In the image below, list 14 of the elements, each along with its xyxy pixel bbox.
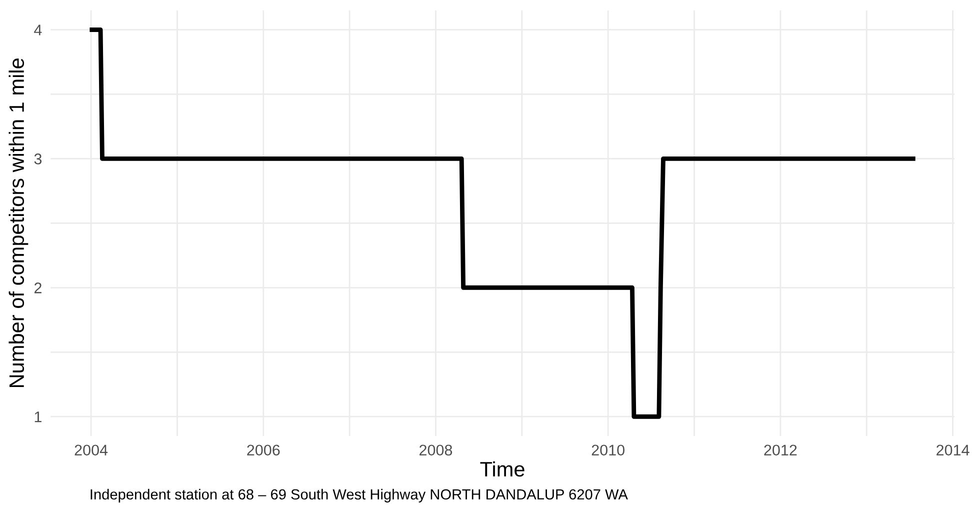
- x-tick-label: 2004: [74, 444, 108, 456]
- y-axis-title: Number of competitors within 1 mile: [8, 58, 28, 388]
- y-tick-label: 2: [34, 282, 42, 294]
- text: Independent station at 68 – 69 South West Highway NORTH DANDALUP 6207 WA: [90, 488, 628, 502]
- x-tick-label: 2006: [247, 444, 280, 456]
- x-tick-label: 2014: [936, 444, 970, 456]
- x-axis-title: Time: [480, 461, 524, 477]
- y-tick-label: 4: [34, 24, 42, 36]
- y-tick-label: 1: [34, 412, 42, 422]
- line-series: [90, 28, 916, 419]
- x-tick-label: 2012: [764, 444, 797, 456]
- y-tick-label: 3: [34, 154, 42, 164]
- x-tick-label: 2010: [592, 444, 624, 456]
- x-tick-label: 2008: [420, 444, 452, 456]
